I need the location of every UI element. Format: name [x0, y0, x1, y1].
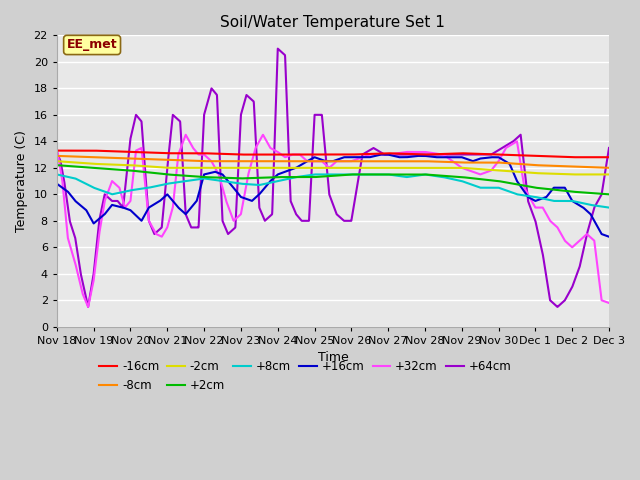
- Title: Soil/Water Temperature Set 1: Soil/Water Temperature Set 1: [220, 15, 445, 30]
- Y-axis label: Temperature (C): Temperature (C): [15, 130, 28, 232]
- Text: EE_met: EE_met: [67, 38, 117, 51]
- Legend: -16cm, -8cm, -2cm, +2cm, +8cm, +16cm, +32cm, +64cm: -16cm, -8cm, -2cm, +2cm, +8cm, +16cm, +3…: [95, 355, 516, 396]
- X-axis label: Time: Time: [317, 351, 348, 364]
